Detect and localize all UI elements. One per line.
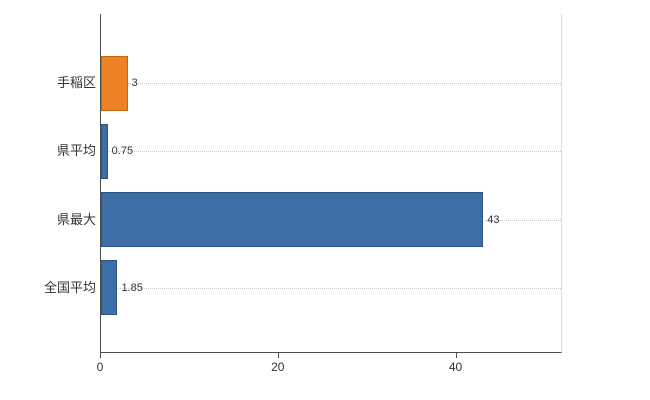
bar (101, 123, 108, 179)
bar-value-label: 1.85 (121, 281, 143, 294)
bar (101, 55, 128, 111)
x-axis-tick-label: 20 (271, 360, 285, 374)
x-axis-tick-label: 40 (448, 360, 463, 374)
bar-value-label: 43 (487, 213, 500, 226)
plot-area: 3 0.75 43 1.85 (100, 14, 562, 353)
bar (101, 260, 118, 316)
x-axis-tick (100, 353, 101, 358)
bar-value-label: 3 (131, 77, 138, 90)
gridline (101, 287, 561, 289)
x-axis-tick (277, 353, 279, 358)
gridline (101, 83, 561, 85)
bar (101, 192, 484, 248)
gridline (101, 151, 561, 153)
y-axis-label: 県平均 (56, 143, 96, 159)
y-axis-label: 全国平均 (43, 279, 96, 295)
bar-value-label: 0.75 (111, 145, 134, 158)
x-axis-tick-label: 0 (96, 360, 104, 374)
x-axis-tick (455, 353, 457, 358)
y-axis-label: 県最大 (56, 211, 96, 227)
y-axis-label: 手稲区 (56, 75, 96, 91)
